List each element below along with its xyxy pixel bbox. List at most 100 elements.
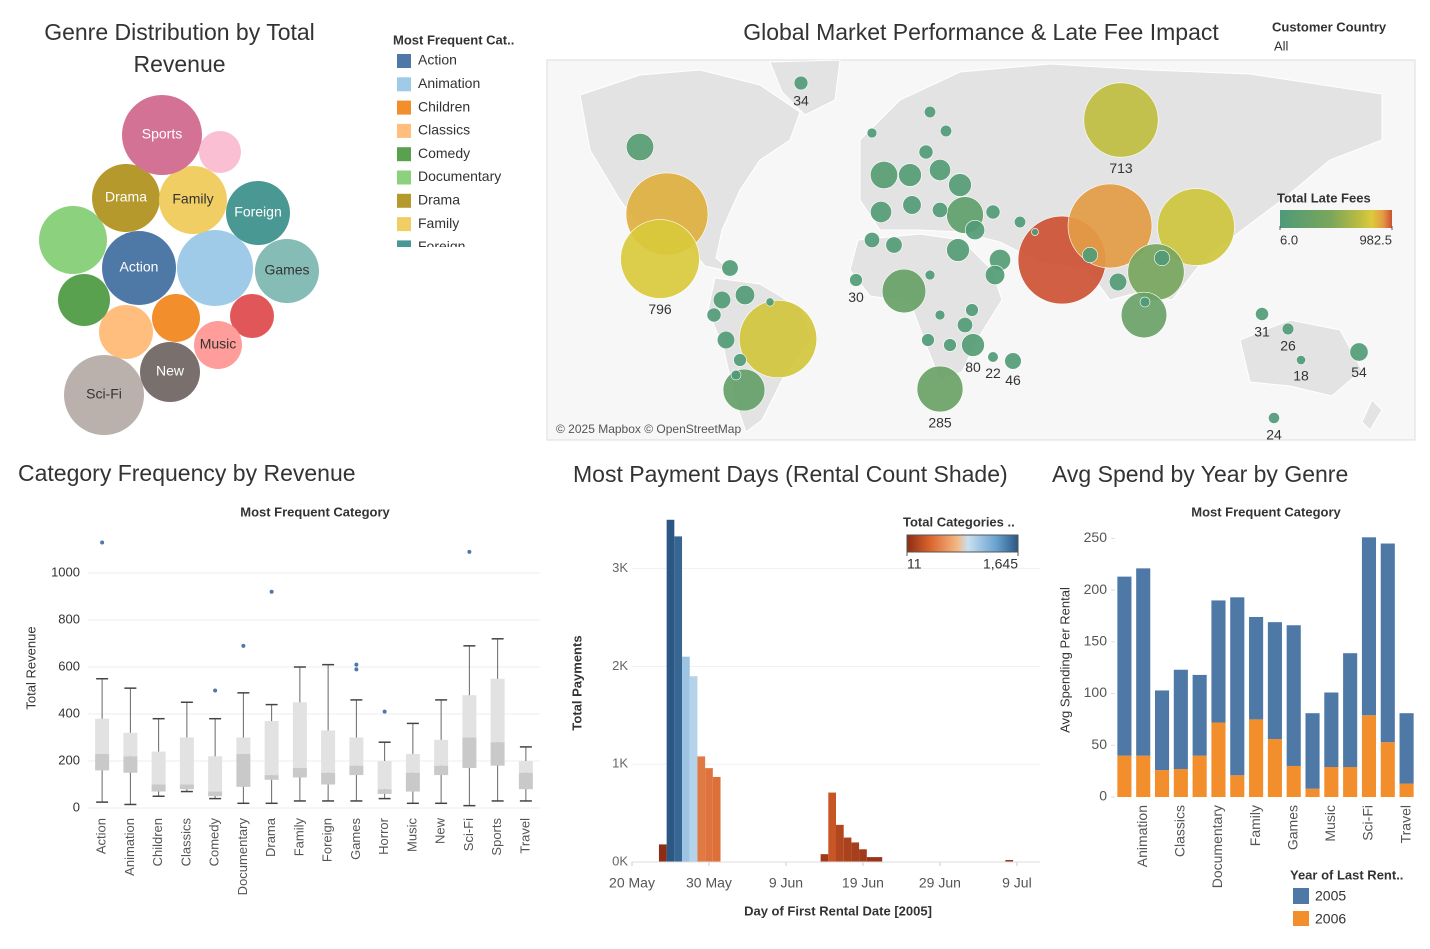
subtitle: Most Frequent Category xyxy=(240,504,390,519)
legend-label: 2006 xyxy=(1315,911,1346,927)
bubble-label: Music xyxy=(200,336,237,352)
map-bubble xyxy=(1013,215,1027,229)
map-bubble xyxy=(706,307,722,323)
bubble xyxy=(122,95,202,175)
legend-swatch xyxy=(397,100,411,115)
legend: Year of Last Rent.. 2005 2006 xyxy=(1290,867,1403,927)
map-bubble xyxy=(1255,307,1269,321)
box-upper xyxy=(518,761,533,773)
outlier xyxy=(269,589,274,594)
box-lower xyxy=(292,768,307,778)
attribution: © 2025 Mapbox © OpenStreetMap xyxy=(556,422,741,436)
box-lower xyxy=(405,772,420,792)
map-bubble xyxy=(885,236,903,254)
bar-segment xyxy=(1136,755,1151,797)
y-tick-label: 0 xyxy=(1099,788,1107,804)
map-bubble xyxy=(987,351,999,363)
bar xyxy=(820,854,829,862)
legend-swatch xyxy=(397,310,411,324)
x-tick-label: Comedy xyxy=(207,818,222,867)
x-tick-label: 29 Jun xyxy=(919,875,961,891)
bar-segment xyxy=(1249,719,1264,797)
map-label: 30 xyxy=(848,289,864,305)
map-bubble xyxy=(712,290,732,310)
y-tick-label: 50 xyxy=(1091,736,1107,752)
map-bubble xyxy=(957,317,973,333)
x-tick-label: Travel xyxy=(1397,805,1413,843)
map-bubble xyxy=(946,238,970,262)
box-lower xyxy=(151,784,166,792)
map-bubble xyxy=(716,330,736,350)
box-upper xyxy=(377,761,392,790)
y-tick-label: 800 xyxy=(58,611,80,626)
bar xyxy=(1005,860,1014,862)
bar-segment xyxy=(1399,713,1414,784)
legend-label: Classics xyxy=(418,122,470,138)
bubble xyxy=(58,274,110,326)
bar-segment xyxy=(1267,739,1282,797)
legend-label: Comedy xyxy=(418,145,470,161)
bar-segment xyxy=(1267,622,1282,740)
bar-segment xyxy=(1192,674,1207,756)
map-bubble xyxy=(1296,355,1306,365)
map-bubble xyxy=(932,202,948,218)
legend-label: Children xyxy=(418,98,470,114)
y-axis-label: Avg Spending Per Rental xyxy=(1057,587,1072,733)
x-tick-label: Sci-Fi xyxy=(461,818,476,851)
map-bubble xyxy=(985,204,1001,220)
bar-segment xyxy=(1343,653,1358,767)
x-tick-label: Family xyxy=(291,818,306,857)
x-tick-label: 30 May xyxy=(686,875,732,891)
legend-swatch xyxy=(397,147,411,162)
y-tick-label: 100 xyxy=(1084,684,1108,700)
map: 796 713 285 46 80 22 34 30 31 26 18 54 24 xyxy=(579,60,1383,440)
bar-segment xyxy=(1154,770,1170,797)
x-tick-label: Travel xyxy=(517,818,532,854)
map-bubble xyxy=(965,303,979,317)
y-tick-label: 400 xyxy=(58,705,80,720)
land xyxy=(1361,399,1383,431)
legend-swatch xyxy=(397,123,411,138)
bubble xyxy=(152,294,200,342)
bar xyxy=(843,837,852,862)
legend-label: Music xyxy=(418,308,455,324)
y-tick-label: 3K xyxy=(612,560,628,575)
bar xyxy=(874,857,883,862)
map-bubble xyxy=(934,309,946,321)
box-upper xyxy=(292,702,307,769)
legend-label: Action xyxy=(418,52,457,68)
bar-segment xyxy=(1324,692,1339,767)
box-lower xyxy=(123,756,138,773)
y-tick-label: 250 xyxy=(1084,529,1108,545)
bar-segment xyxy=(1343,766,1358,797)
bar xyxy=(866,857,875,862)
map-bubble xyxy=(1004,352,1022,370)
map-bubble xyxy=(961,333,985,357)
map-bubble xyxy=(964,219,986,241)
outlier xyxy=(354,662,359,667)
bubble-label: Drama xyxy=(105,189,147,205)
map-label: 54 xyxy=(1351,364,1367,380)
chart-title: Global Market Performance & Late Fee Imp… xyxy=(743,19,1219,45)
outlier xyxy=(213,688,218,693)
chart-title: Most Payment Days (Rental Count Shade) xyxy=(573,461,1008,487)
legend-title: Total Categories .. xyxy=(903,514,1015,529)
bar-segment xyxy=(1117,576,1132,756)
map-bubble xyxy=(1127,243,1185,301)
bubble xyxy=(92,164,160,232)
bar-segment xyxy=(1211,722,1226,797)
outlier xyxy=(467,549,472,554)
map-bubble xyxy=(765,297,775,307)
legend-swatch xyxy=(397,193,411,208)
chart-title: Genre Distribution by Total Revenue xyxy=(44,19,315,77)
legend: Action Animation Children Classics Comedy Doc… xyxy=(397,52,501,348)
legend-swatch xyxy=(397,334,411,348)
bar-segment xyxy=(1154,690,1170,771)
map-bubble xyxy=(730,369,742,381)
box-upper xyxy=(179,737,194,785)
legend-swatch xyxy=(397,54,411,68)
box-upper xyxy=(123,732,138,757)
bubble-label: Family xyxy=(172,191,213,207)
bar-segment xyxy=(1286,625,1301,766)
box-upper xyxy=(434,739,449,766)
